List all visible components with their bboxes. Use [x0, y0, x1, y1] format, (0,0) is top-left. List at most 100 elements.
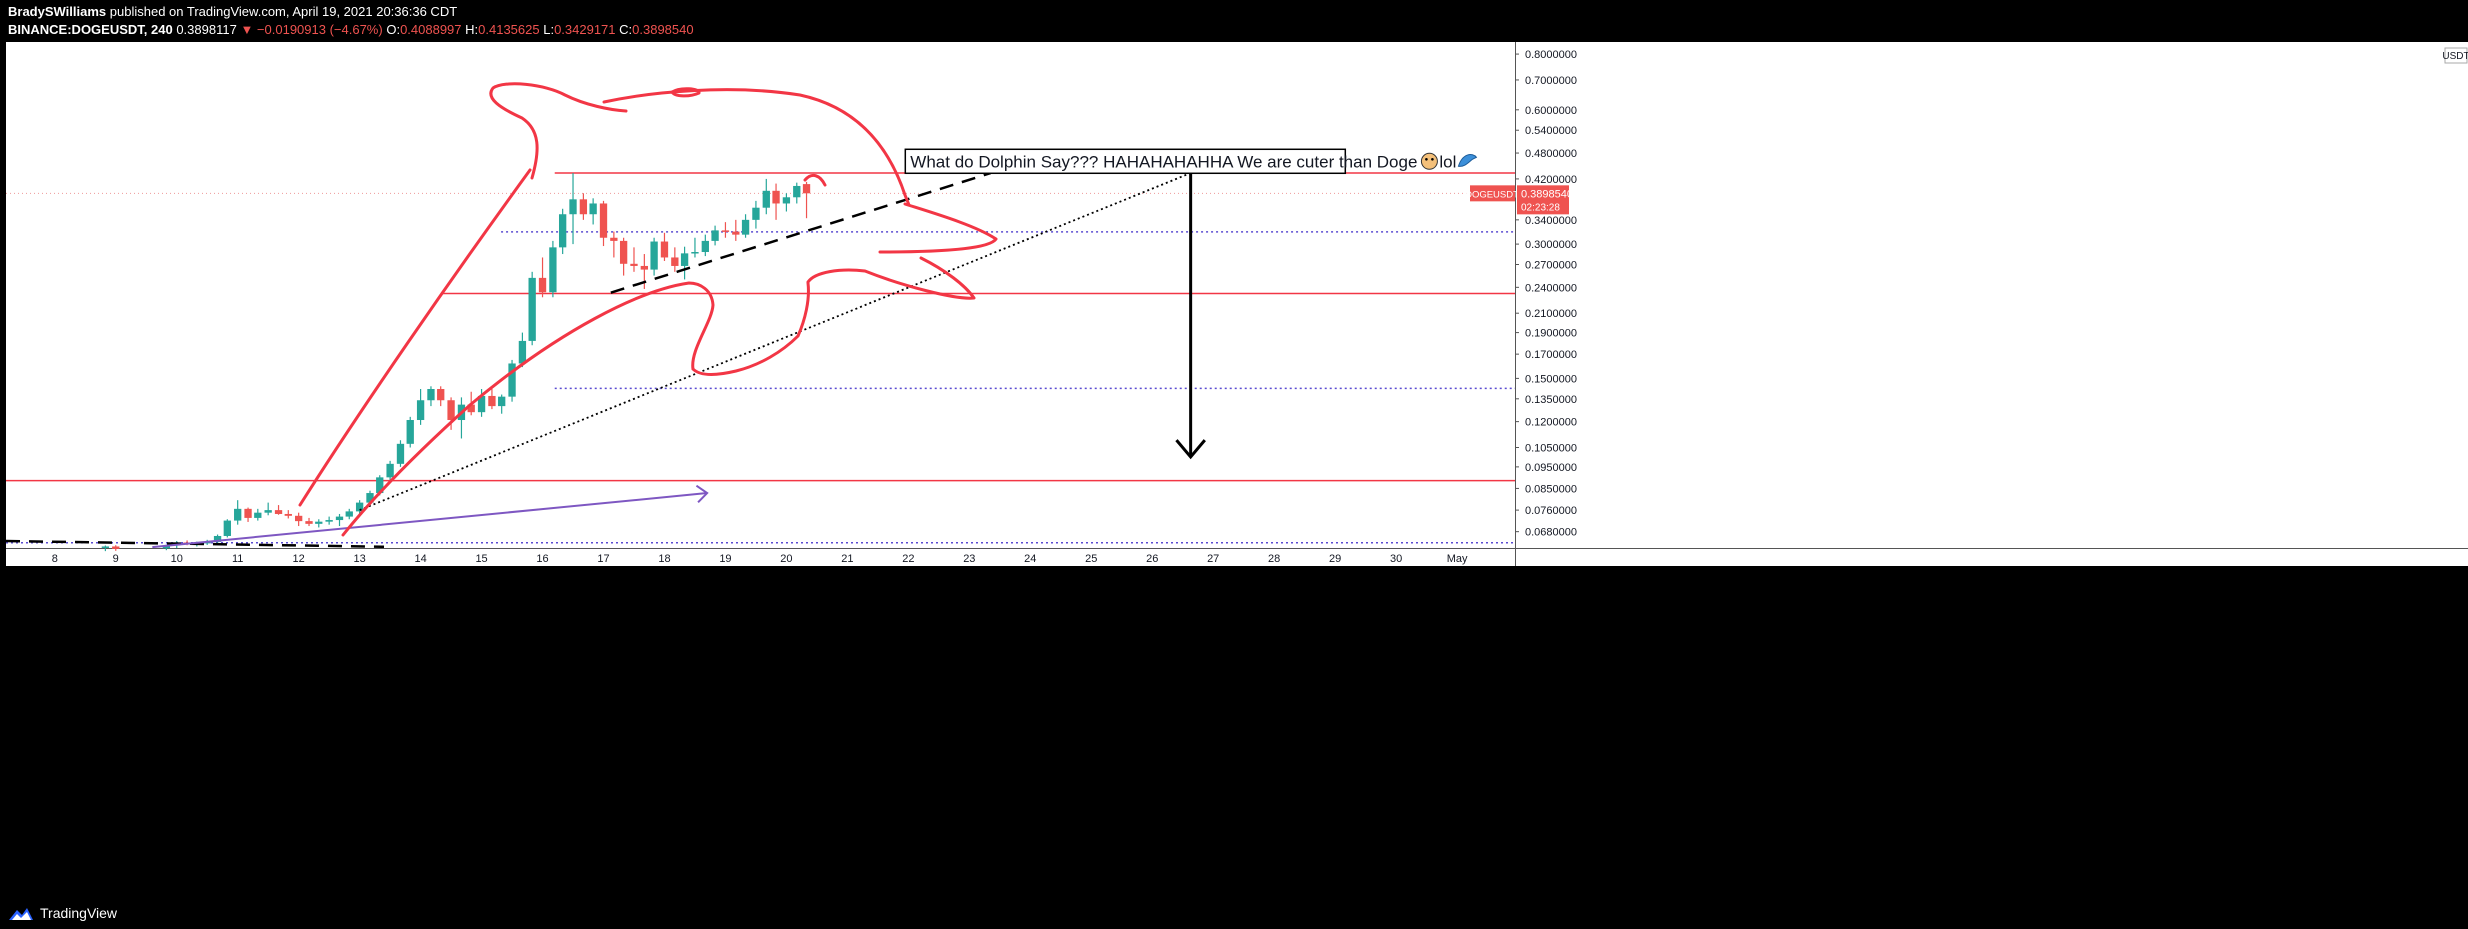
candle-body[interactable] [518, 340, 527, 364]
time-axis[interactable] [6, 549, 2468, 566]
candle-body[interactable] [782, 197, 791, 204]
candle-body[interactable] [772, 190, 780, 204]
candle-body[interactable] [477, 395, 486, 413]
candle-body[interactable] [315, 521, 323, 524]
y-tick-label: 0.1350000 [1525, 394, 1577, 406]
candle-body[interactable] [599, 203, 608, 238]
candle-body[interactable] [335, 516, 344, 521]
drawing-stroke[interactable] [691, 281, 810, 376]
candle-body[interactable] [752, 207, 760, 220]
symbol-price-tag[interactable] [1470, 185, 1515, 202]
candle-body[interactable] [325, 520, 333, 522]
x-tick-label: 21 [841, 553, 853, 565]
candle-body[interactable] [488, 395, 496, 407]
candle-body[interactable] [427, 389, 435, 401]
candle-body[interactable] [101, 546, 110, 548]
x-tick-label: 14 [414, 553, 426, 565]
candle-body[interactable] [244, 508, 252, 518]
price-change: ▼ −0.0190913 (−4.67%) [240, 22, 383, 37]
candle-body[interactable] [793, 185, 801, 198]
plot-area[interactable] [6, 27, 1515, 548]
candle-body[interactable] [802, 184, 811, 194]
candle-body[interactable] [579, 199, 588, 215]
candle-body[interactable] [264, 510, 272, 513]
x-tick-label: 20 [780, 553, 792, 565]
x-tick-label: 27 [1207, 553, 1219, 565]
y-tick-label: 0.6000000 [1525, 105, 1577, 117]
drawing-stroke[interactable] [298, 168, 532, 507]
candle-body[interactable] [447, 400, 455, 421]
price-chart[interactable]: 0.90000000.80000000.70000000.60000000.54… [0, 0, 2468, 897]
trendline-dashed-upper[interactable] [610, 171, 992, 294]
candle-body[interactable] [355, 502, 364, 512]
candle-body[interactable] [498, 396, 506, 407]
candle-body[interactable] [213, 535, 222, 542]
candle-body[interactable] [549, 247, 557, 293]
candle-body[interactable] [305, 521, 313, 524]
currency-label-box[interactable] [2444, 47, 2468, 64]
current-price-tag[interactable] [1517, 185, 1569, 215]
drawing-stroke[interactable] [670, 87, 701, 98]
candle-body[interactable] [610, 237, 618, 241]
published-text: published on TradingView.com, April 19, … [109, 4, 458, 19]
x-tick-label: 15 [475, 553, 487, 565]
y-tick-label: 0.8000000 [1525, 49, 1577, 61]
candle-body[interactable] [223, 520, 231, 536]
candle-body[interactable] [762, 190, 770, 208]
candle-body[interactable] [640, 265, 649, 270]
candle-body[interactable] [619, 240, 628, 264]
candle-body[interactable] [294, 515, 303, 522]
drawing-stroke[interactable] [803, 173, 827, 187]
x-tick-label: 16 [536, 553, 548, 565]
drawing-stroke[interactable] [489, 82, 628, 180]
candle-body[interactable] [376, 477, 384, 494]
candle-body[interactable] [284, 513, 292, 516]
candle-body[interactable] [630, 263, 638, 266]
candle-body[interactable] [274, 510, 283, 514]
candle-body[interactable] [650, 241, 658, 270]
y-tick-label: 0.1900000 [1525, 328, 1577, 340]
low-value: 0.3429171 [554, 22, 616, 37]
candle-body[interactable] [467, 404, 475, 413]
candle-body[interactable] [437, 389, 445, 401]
candle-body[interactable] [528, 277, 536, 341]
candle-body[interactable] [406, 420, 414, 444]
close-value: 0.3898540 [632, 22, 694, 37]
dolphin-icon [1457, 154, 1478, 167]
candle-body[interactable] [711, 230, 719, 241]
author-name[interactable]: BradySWilliams [8, 4, 107, 19]
candle-body[interactable] [112, 546, 120, 549]
candle-body[interactable] [589, 203, 597, 215]
candle-body[interactable] [162, 545, 171, 549]
candle-body[interactable] [732, 231, 740, 235]
y-tick-label: 0.3400000 [1525, 215, 1577, 227]
candle-body[interactable] [691, 252, 699, 254]
candle-body[interactable] [741, 219, 750, 235]
x-tick-label: 22 [902, 553, 914, 565]
candle-body[interactable] [416, 400, 425, 421]
drawing-stroke[interactable] [878, 202, 998, 254]
candle-body[interactable] [234, 508, 242, 521]
tradingview-brand[interactable]: TradingView [8, 904, 117, 922]
candle-body[interactable] [660, 241, 669, 258]
annotation-box[interactable] [904, 148, 1347, 175]
candle-body[interactable] [558, 214, 567, 248]
candle-body[interactable] [254, 512, 262, 518]
candle-body[interactable] [721, 230, 730, 232]
symbol-line: BINANCE:DOGEUSDT, 240 0.3898117 ▼ −0.019… [8, 22, 694, 38]
candle-body[interactable] [671, 257, 679, 266]
candle-body[interactable] [386, 463, 394, 478]
price-axis[interactable] [1516, 27, 2468, 548]
drawing-stroke[interactable] [602, 88, 911, 207]
candle-body[interactable] [508, 363, 516, 397]
purple-arrow[interactable] [152, 492, 708, 549]
candle-body[interactable] [345, 511, 353, 517]
candle-body[interactable] [701, 240, 709, 253]
drawing-stroke[interactable] [341, 281, 715, 537]
candle-body[interactable] [538, 277, 547, 293]
candle-body[interactable] [366, 493, 374, 503]
candle-body[interactable] [569, 199, 577, 215]
candle-body[interactable] [396, 443, 405, 464]
drawing-stroke[interactable] [806, 256, 976, 300]
candle-body[interactable] [680, 253, 689, 266]
